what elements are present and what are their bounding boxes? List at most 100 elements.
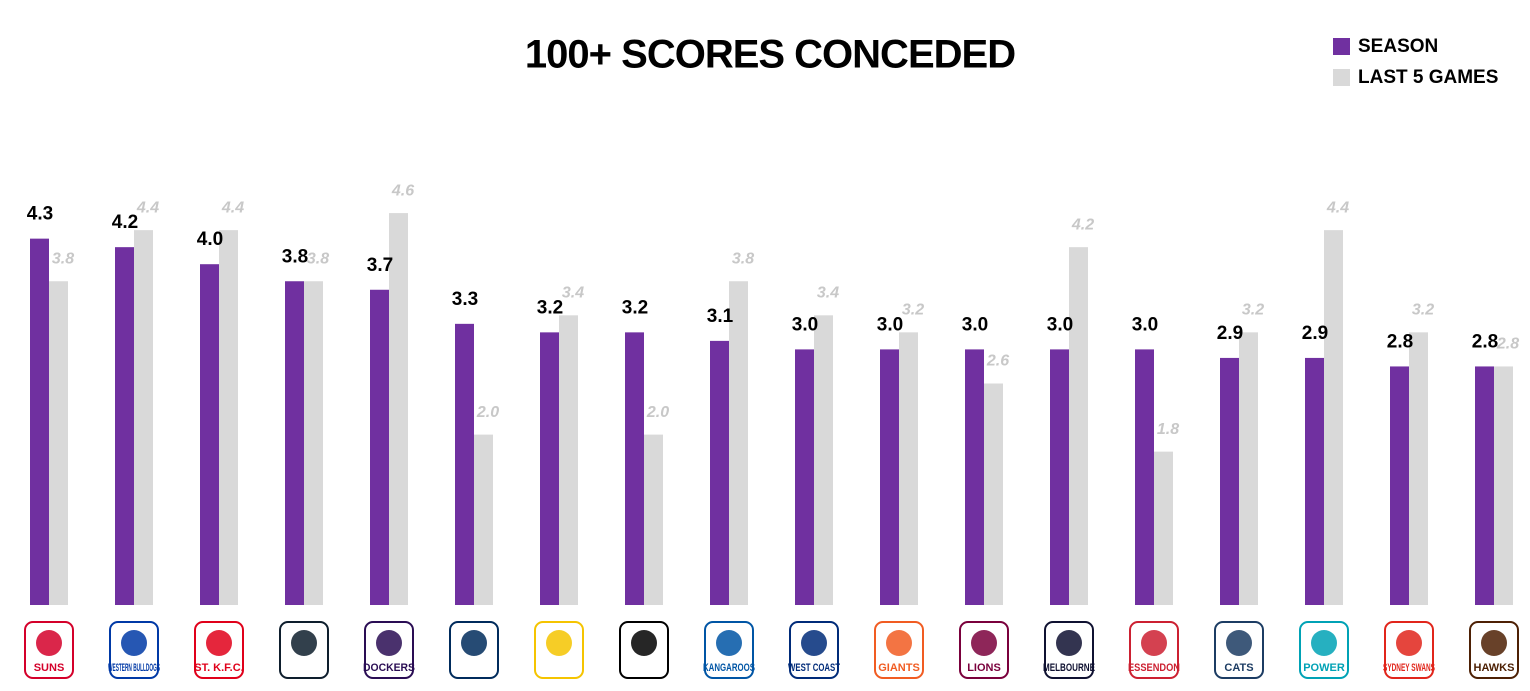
- bar: [200, 264, 219, 605]
- value-label: 4.0: [197, 229, 223, 250]
- bar: [710, 340, 729, 605]
- team-logo-emblem: [886, 630, 912, 656]
- value-label: 2.6: [986, 353, 1009, 370]
- bar: [1050, 349, 1069, 605]
- legend-swatch: [1333, 69, 1350, 86]
- team-logo-emblem: [716, 630, 742, 656]
- bar: [965, 349, 984, 605]
- bar: [1135, 349, 1154, 605]
- bar: [285, 281, 304, 605]
- value-label: 2.0: [646, 404, 669, 421]
- team-name: ST. K.F.C.: [194, 662, 244, 674]
- bar: [1409, 332, 1428, 605]
- bar: [729, 281, 748, 605]
- team-name: SYDNEY SWANS: [1383, 662, 1435, 674]
- team-logo-emblem: [801, 630, 827, 656]
- team-name: WEST COAST: [788, 662, 840, 674]
- bar: [1324, 230, 1343, 605]
- bar: [899, 332, 918, 605]
- team-logo-emblem: [546, 630, 572, 656]
- value-label: 2.0: [476, 404, 499, 421]
- bar: [1305, 357, 1324, 605]
- team-logo-emblem: [631, 630, 657, 656]
- value-label: 4.6: [391, 182, 414, 199]
- team-logo-emblem: [36, 630, 62, 656]
- team-name: KANGAROOS: [703, 662, 755, 674]
- bar: [1220, 357, 1239, 605]
- bar: [1069, 247, 1088, 605]
- value-label: 2.8: [1387, 331, 1413, 352]
- legend-label: SEASON: [1358, 36, 1438, 57]
- value-label: 3.2: [1412, 302, 1434, 319]
- team-logo-emblem: [121, 630, 147, 656]
- team-logo-emblem: [1226, 630, 1252, 656]
- bar: [474, 434, 493, 605]
- bar: [389, 213, 408, 605]
- team-name: MELBOURNE: [1043, 662, 1095, 674]
- team-logo-emblem: [1311, 630, 1337, 656]
- value-label: 3.7: [367, 255, 393, 276]
- value-label: 1.8: [1157, 421, 1179, 438]
- bar: [115, 247, 134, 605]
- value-label: 3.8: [307, 250, 329, 267]
- team-name: GIANTS: [878, 662, 920, 674]
- legend-swatch: [1333, 38, 1350, 55]
- value-label: 3.0: [962, 314, 988, 335]
- value-label: 3.8: [282, 246, 308, 267]
- value-label: 2.9: [1217, 323, 1243, 344]
- team-name: ESSENDON: [1128, 662, 1180, 674]
- bar: [370, 289, 389, 605]
- bar: [644, 434, 663, 605]
- chart-title: 100+ SCORES CONCEDED: [525, 33, 1015, 77]
- bar: [134, 230, 153, 605]
- value-label: 2.8: [1496, 336, 1519, 353]
- value-label: 3.3: [452, 289, 478, 310]
- bar: [219, 230, 238, 605]
- value-label: 3.4: [562, 285, 584, 302]
- bar: [814, 315, 833, 605]
- team-name: DOCKERS: [363, 662, 415, 674]
- value-label: 4.4: [136, 199, 159, 216]
- value-label: 3.2: [622, 297, 648, 318]
- team-logo-emblem: [291, 630, 317, 656]
- team-logo-emblem: [1056, 630, 1082, 656]
- team-name: LIONS: [967, 662, 1001, 674]
- value-label: 4.3: [27, 204, 53, 225]
- value-label: 3.2: [902, 302, 924, 319]
- value-label: 3.4: [817, 285, 839, 302]
- bar: [1154, 451, 1173, 605]
- value-label: 4.4: [221, 199, 244, 216]
- bar: [540, 332, 559, 605]
- value-label: 3.0: [792, 314, 818, 335]
- bar: [880, 349, 899, 605]
- value-label: 3.8: [52, 250, 74, 267]
- bar: [1475, 366, 1494, 605]
- value-label: 2.9: [1302, 323, 1328, 344]
- bar: [984, 383, 1003, 605]
- value-label: 3.1: [707, 306, 734, 327]
- value-label: 4.2: [1071, 216, 1094, 233]
- value-label: 2.8: [1472, 331, 1498, 352]
- team-name: HAWKS: [1474, 662, 1515, 674]
- team-logo-emblem: [1396, 630, 1422, 656]
- team-logo-emblem: [376, 630, 402, 656]
- bar: [49, 281, 68, 605]
- bar: [1239, 332, 1258, 605]
- bar: [1390, 366, 1409, 605]
- bar: [559, 315, 578, 605]
- bar: [455, 323, 474, 605]
- team-logo-emblem: [1141, 630, 1167, 656]
- team-name: WESTERN BULLDOGS: [108, 662, 160, 674]
- team-logo-emblem: [206, 630, 232, 656]
- value-label: 3.2: [1242, 302, 1264, 319]
- team-name: SUNS: [34, 662, 65, 674]
- team-logo-emblem: [971, 630, 997, 656]
- team-logo-emblem: [461, 630, 487, 656]
- value-label: 3.0: [877, 314, 903, 335]
- value-label: 4.4: [1326, 199, 1349, 216]
- team-logo-emblem: [1481, 630, 1507, 656]
- value-label: 3.0: [1132, 314, 1158, 335]
- bar: [30, 238, 49, 605]
- value-label: 3.8: [732, 250, 754, 267]
- bar: [1494, 366, 1513, 605]
